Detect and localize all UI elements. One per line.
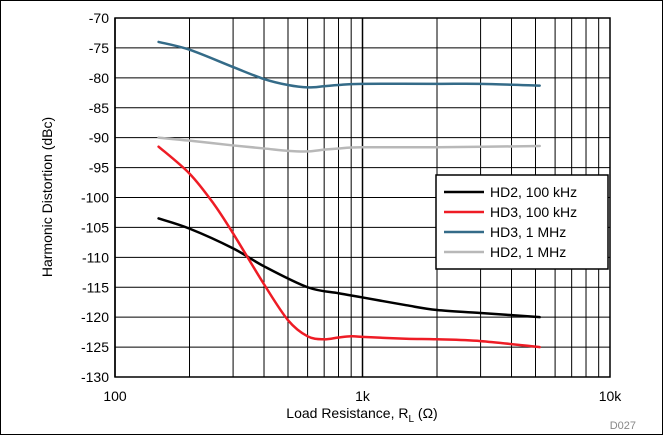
y-tick-label: -120 xyxy=(81,309,109,325)
x-tick-label: 10k xyxy=(599,388,623,404)
legend: HD2, 100 kHz HD3, 100 kHz HD3, 1 MHz HD2, 1… xyxy=(435,174,609,270)
y-tick-label: -75 xyxy=(89,40,109,56)
y-tick-label: -85 xyxy=(89,100,109,116)
legend-label: HD2, 100 kHz xyxy=(490,184,577,200)
plot-area xyxy=(114,17,611,378)
y-tick-label: -115 xyxy=(82,279,109,295)
y-tick-label: -95 xyxy=(89,160,109,176)
y-tick-label: -110 xyxy=(82,249,109,265)
series-line-hd2-100-khz xyxy=(157,217,541,319)
legend-box xyxy=(435,174,609,270)
legend-label: HD3, 100 kHz xyxy=(490,204,577,220)
y-axis-label: Harmonic Distortion (dBc) xyxy=(39,117,55,277)
series-line-hd3-100-khz xyxy=(157,145,541,349)
y-tick-label: -105 xyxy=(81,219,109,235)
data-series xyxy=(157,40,541,349)
x-axis-label: Load Resistance, RL (Ω) xyxy=(286,405,437,425)
series-line-hd3-1-mhz xyxy=(157,40,541,89)
figure-id: D027 xyxy=(610,420,636,432)
y-tick-label: -80 xyxy=(89,70,109,86)
legend-label: HD3, 1 MHz xyxy=(490,224,566,240)
x-tick-label: 1k xyxy=(355,388,371,404)
y-axis-ticks: -70 -75 -80 -85 -90 -95 -100 -105 -110 -115 -120 -1… xyxy=(81,10,109,385)
y-tick-label: -70 xyxy=(89,10,109,26)
y-tick-label: -125 xyxy=(81,339,109,355)
legend-label: HD2, 1 MHz xyxy=(490,244,566,260)
y-tick-label: -100 xyxy=(81,190,109,206)
x-tick-label: 100 xyxy=(103,388,127,404)
y-tick-label: -130 xyxy=(81,369,109,385)
series-line-hd2-1-mhz xyxy=(157,136,541,153)
x-axis-ticks: 100 1k 10k xyxy=(103,388,622,404)
y-tick-label: -90 xyxy=(89,130,109,146)
